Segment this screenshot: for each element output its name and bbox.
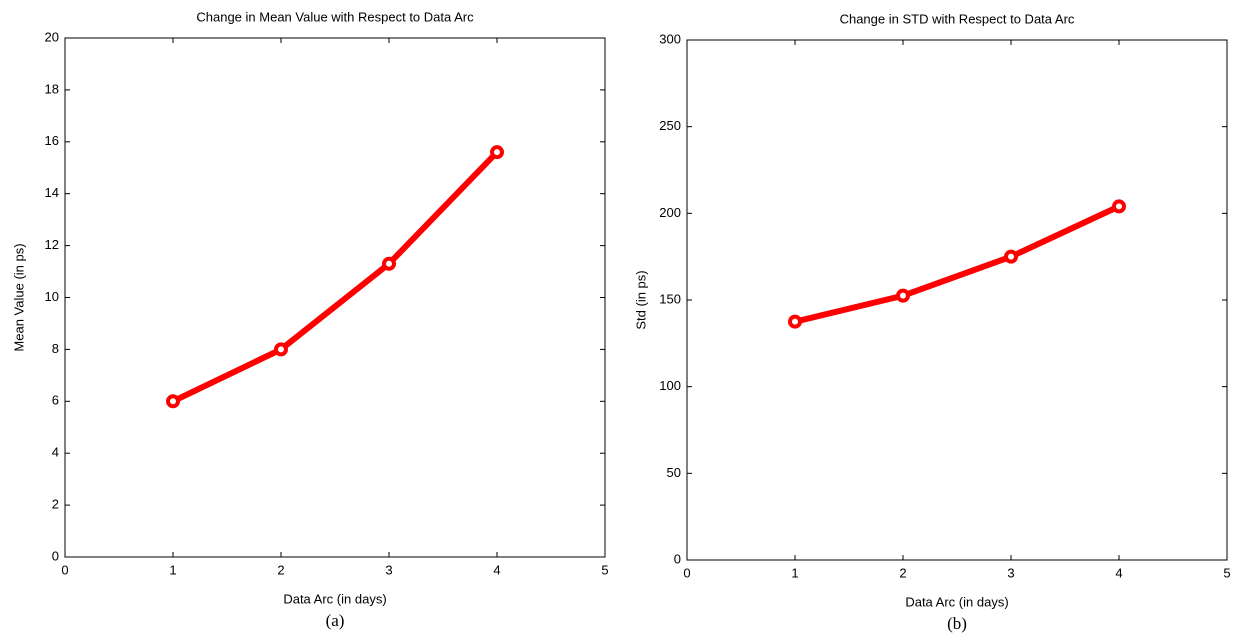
chart-title: Change in Mean Value with Respect to Dat… — [196, 9, 474, 24]
x-tick-label: 2 — [899, 565, 906, 580]
axes-box — [64, 37, 606, 558]
data-point — [166, 394, 180, 409]
x-tick-label: 1 — [169, 562, 176, 577]
y-tick-label: 4 — [52, 445, 59, 460]
x-tick-label: 0 — [683, 565, 690, 580]
y-tick-label: 250 — [659, 118, 681, 133]
y-tick-label: 150 — [659, 291, 681, 306]
y-tick-label: 50 — [667, 465, 681, 480]
data-line — [171, 150, 500, 405]
y-tick-label: 200 — [659, 205, 681, 220]
x-tick-label: 5 — [601, 562, 608, 577]
y-tick-label: 18 — [45, 81, 59, 96]
y-tick-label: 16 — [45, 133, 59, 148]
x-axis-label: Data Arc (in days) — [283, 591, 386, 606]
y-tick-label: 12 — [45, 237, 59, 252]
chart-title: Change in STD with Respect to Data Arc — [840, 11, 1075, 26]
y-tick-label: 10 — [45, 289, 59, 304]
y-tick-label: 0 — [52, 548, 59, 563]
data-line — [794, 203, 1121, 325]
axes-box — [686, 39, 1228, 561]
data-point — [1112, 199, 1126, 214]
y-tick-label: 0 — [674, 551, 681, 566]
caption: (a) — [326, 611, 345, 630]
y-tick-label: 100 — [659, 378, 681, 393]
y-tick-label: 6 — [52, 393, 59, 408]
x-tick-label: 3 — [385, 562, 392, 577]
data-point — [1004, 249, 1018, 264]
y-tick-label: 8 — [52, 341, 59, 356]
y-tick-label: 14 — [45, 185, 59, 200]
data-point — [382, 256, 396, 271]
x-axis-label: Data Arc (in days) — [905, 594, 1008, 609]
y-tick-label: 2 — [52, 497, 59, 512]
data-point — [490, 145, 504, 160]
x-tick-label: 0 — [61, 562, 68, 577]
data-point — [274, 342, 288, 357]
y-axis-label: Std (in ps) — [633, 270, 648, 329]
x-tick-label: 2 — [277, 562, 284, 577]
y-tick-label: 300 — [659, 31, 681, 46]
data-point — [896, 288, 910, 303]
x-tick-label: 5 — [1223, 565, 1230, 580]
x-tick-label: 3 — [1007, 565, 1014, 580]
x-tick-label: 1 — [791, 565, 798, 580]
y-axis-label: Mean Value (in ps) — [11, 243, 26, 351]
x-tick-label: 4 — [493, 562, 500, 577]
data-point — [788, 314, 802, 329]
caption: (b) — [947, 614, 967, 633]
y-tick-label: 20 — [45, 29, 59, 44]
x-tick-label: 4 — [1115, 565, 1122, 580]
